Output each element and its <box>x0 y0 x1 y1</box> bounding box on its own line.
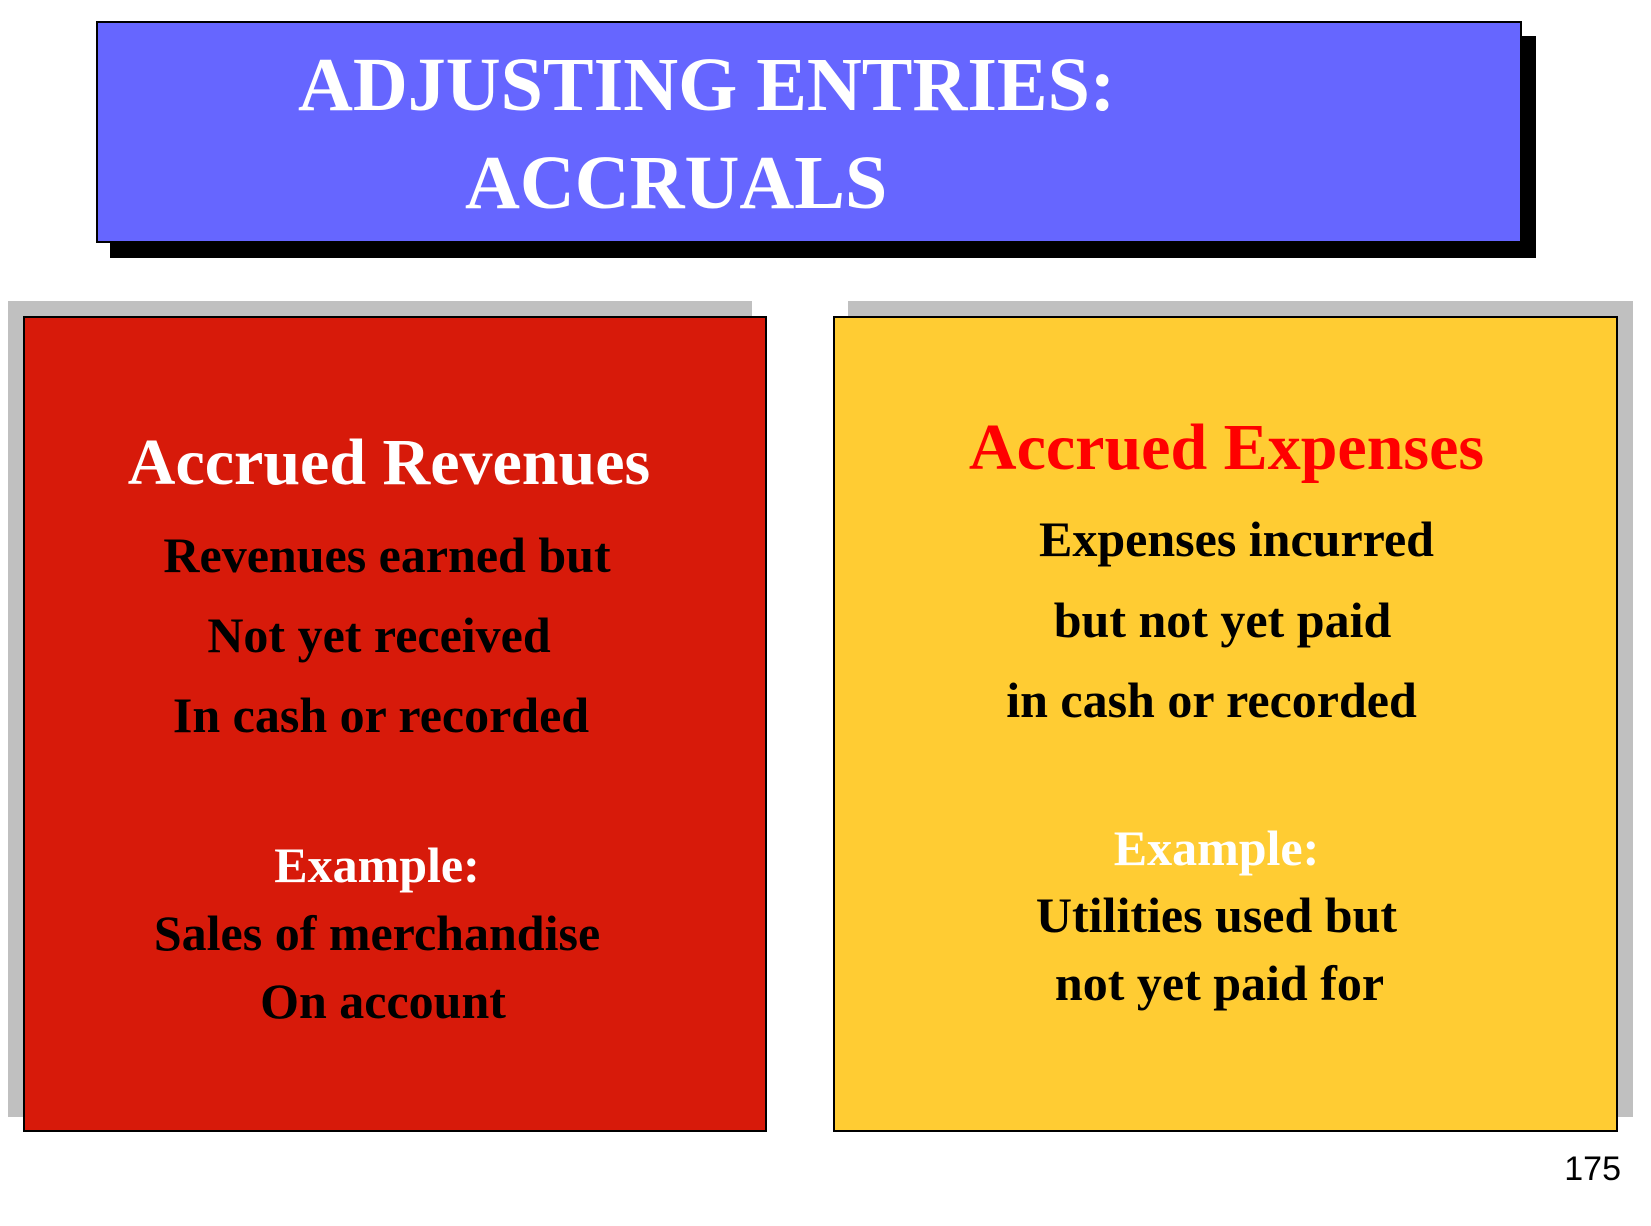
accrued-revenues-description-line: Revenues earned but <box>163 527 611 583</box>
accrued-expenses-panel: Accrued Expenses Expenses incurred but n… <box>833 316 1618 1132</box>
accrued-revenues-panel: Accrued Revenues Revenues earned but Not… <box>23 316 767 1132</box>
page-number: 175 <box>1564 1150 1621 1188</box>
title-line-2: ACCRUALS <box>465 141 888 225</box>
accrued-expenses-description-line: but not yet paid <box>1053 592 1392 648</box>
accrued-expenses-description-line: Expenses incurred <box>1039 511 1434 567</box>
accrued-expenses-example-line: not yet paid for <box>1054 955 1385 1011</box>
accrued-revenues-heading: Accrued Revenues <box>127 426 651 499</box>
accrued-revenues-description-line: In cash or recorded <box>172 687 590 743</box>
accrued-expenses-description-line: in cash or recorded <box>1006 672 1417 728</box>
accrued-expenses-example-label: Example: <box>1113 820 1320 876</box>
title-banner: ADJUSTING ENTRIES: ACCRUALS <box>96 21 1522 243</box>
accrued-revenues-example-line: Sales of merchandise <box>153 905 601 961</box>
accrued-expenses-example-line: Utilities used but <box>1035 887 1398 943</box>
accrued-revenues-description-line: Not yet received <box>207 607 551 663</box>
accrued-expenses-heading: Accrued Expenses <box>968 411 1485 484</box>
accrued-revenues-example-label: Example: <box>274 837 480 893</box>
title-line-1: ADJUSTING ENTRIES: <box>298 43 1116 127</box>
accrued-revenues-example-line: On account <box>260 973 506 1029</box>
